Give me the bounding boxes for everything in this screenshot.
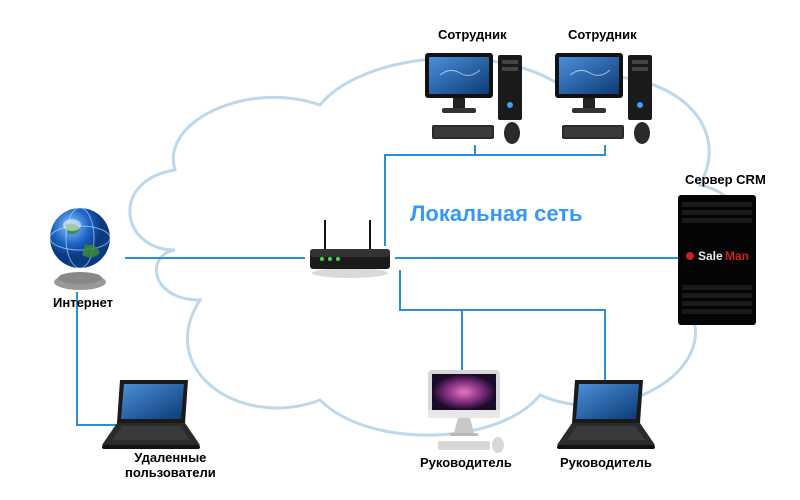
imac-icon — [418, 365, 513, 455]
manager1-node — [418, 365, 513, 460]
local-network-title: Локальная сеть — [410, 201, 583, 227]
laptop-icon — [555, 375, 660, 455]
globe-icon — [45, 200, 115, 295]
network-diagram: Локальная сеть Интернет — [0, 0, 800, 500]
manager2-node — [555, 375, 660, 460]
laptop-icon — [100, 375, 205, 455]
manager2-label: Руководитель — [560, 455, 652, 470]
desktop-pc-icon — [420, 45, 530, 150]
internet-label: Интернет — [53, 295, 113, 310]
manager1-label: Руководитель — [420, 455, 512, 470]
employee1-node — [420, 45, 530, 155]
server-label: Сервер CRM — [685, 172, 766, 187]
desktop-pc-icon — [550, 45, 660, 150]
svg-text:Sale: Sale — [698, 249, 723, 263]
remote-node — [100, 375, 205, 460]
server-node: SaleMan — [670, 190, 765, 340]
remote-label: Удаленные пользователи — [125, 450, 216, 480]
employee2-node — [550, 45, 660, 155]
svg-text:Man: Man — [725, 249, 749, 263]
server-rack-icon: SaleMan — [670, 190, 765, 335]
employee2-label: Сотрудник — [568, 27, 637, 42]
employee1-label: Сотрудник — [438, 27, 507, 42]
router-icon — [300, 215, 400, 285]
internet-node — [45, 200, 115, 300]
router-node — [300, 215, 400, 290]
